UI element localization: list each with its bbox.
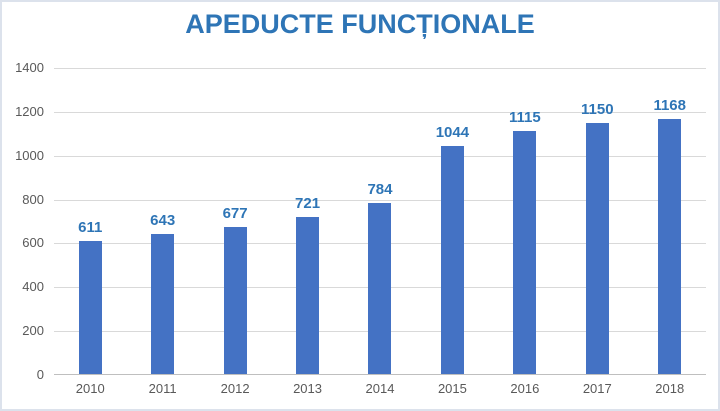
bar-data-label: 1150 <box>581 100 614 118</box>
bar-band: 721 <box>271 68 343 375</box>
x-axis-line <box>54 374 706 375</box>
bar <box>78 241 102 375</box>
bar-band: 677 <box>199 68 271 375</box>
gridline <box>54 199 706 201</box>
x-tick-label: 2010 <box>75 381 105 396</box>
bar-band: 643 <box>126 68 198 375</box>
x-tick-label: 2014 <box>365 381 395 396</box>
bar <box>368 203 392 375</box>
bar-data-label: 1044 <box>435 124 470 142</box>
bar <box>296 216 320 375</box>
y-tick-label: 1000 <box>15 147 44 163</box>
gridline <box>54 155 706 157</box>
chart-title: APEDUCTE FUNCȚIONALE <box>185 9 535 39</box>
plot-area: 611 643 677 721 784 1044 1115 1150 1168 <box>54 68 706 375</box>
bar-data-label: 643 <box>150 212 176 229</box>
x-tick-label: 2015 <box>437 381 467 396</box>
gridline <box>54 68 706 69</box>
bar-band: 1044 <box>416 68 488 375</box>
y-tick-label: 800 <box>22 191 44 207</box>
bar-band: 1115 <box>489 68 561 375</box>
y-tick-label: 1200 <box>15 103 44 119</box>
y-axis: 1400 1200 1000 800 600 400 200 0 <box>2 60 46 382</box>
bar <box>440 146 464 375</box>
gridline <box>54 111 706 113</box>
x-tick-label: 2013 <box>293 381 322 396</box>
bar-data-label: 1168 <box>653 96 686 114</box>
bar-band: 611 <box>54 68 126 375</box>
bar-data-label: 784 <box>367 181 393 199</box>
y-tick-label: 400 <box>22 279 44 295</box>
x-tick-label: 2011 <box>148 381 177 396</box>
bar <box>151 234 175 375</box>
x-tick-label: 2017 <box>582 381 612 396</box>
x-axis: 2010 2011 2012 2013 2014 2015 2016 2017 2018 <box>54 381 706 403</box>
bar-data-label: 1115 <box>508 108 541 126</box>
x-tick-label: 2016 <box>510 381 540 396</box>
bar <box>513 130 537 375</box>
bar-data-label: 677 <box>222 204 248 222</box>
bar-data-label: 611 <box>78 219 103 237</box>
y-tick-label: 1400 <box>15 60 44 75</box>
bar <box>223 226 247 375</box>
bar <box>585 122 609 375</box>
bar-band: 1150 <box>561 68 633 375</box>
y-tick-label: 600 <box>22 235 44 251</box>
bar-series: 611 643 677 721 784 1044 1115 1150 1168 <box>54 68 706 375</box>
bar-band: 784 <box>344 68 416 375</box>
bar-data-label: 721 <box>295 194 321 212</box>
bar <box>658 118 682 375</box>
x-tick-label: 2018 <box>655 381 685 396</box>
y-tick-label: 0 <box>36 367 44 382</box>
y-tick-label: 200 <box>22 323 44 339</box>
bar-band: 1168 <box>634 68 706 375</box>
x-tick-label: 2012 <box>220 381 250 396</box>
